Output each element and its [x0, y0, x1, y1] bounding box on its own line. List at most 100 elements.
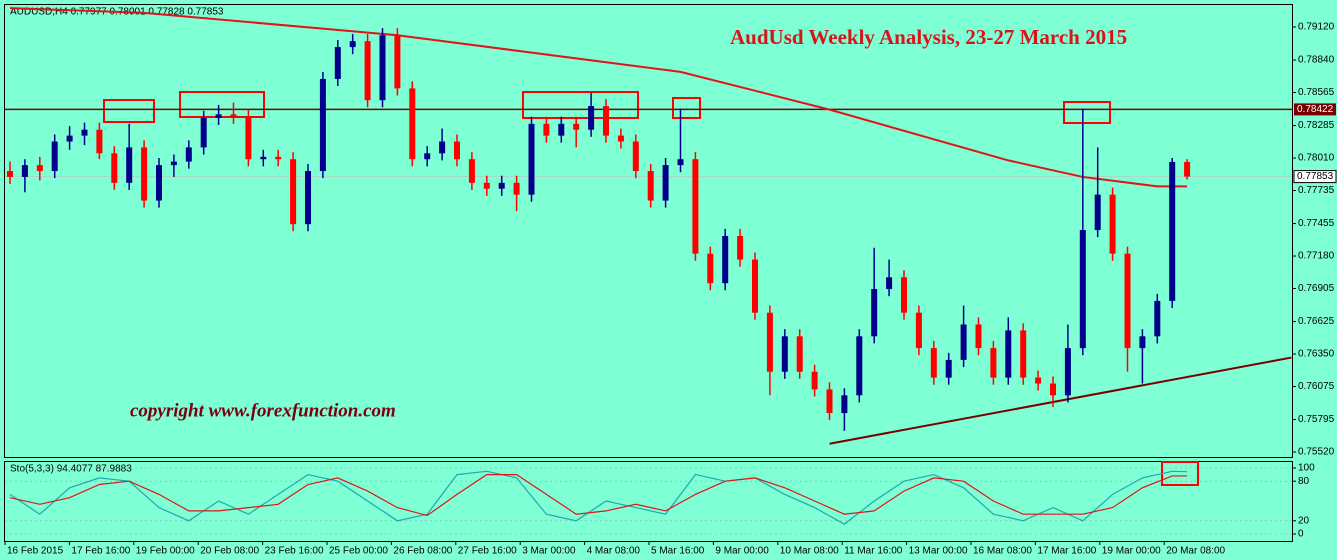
x-tick-label: 4 Mar 08:00: [587, 546, 641, 557]
candle-body: [692, 159, 699, 254]
candle-body: [647, 171, 654, 201]
candle-body: [111, 153, 118, 183]
candle-body: [364, 41, 371, 101]
candle-body: [349, 41, 356, 48]
x-tick-label: 10 Mar 08:00: [780, 546, 839, 557]
x-tick-label: 9 Mar 00:00: [715, 546, 769, 557]
candle-body: [1064, 348, 1071, 396]
candle-body: [528, 123, 535, 195]
candle-body: [439, 141, 446, 154]
candle-body: [617, 135, 624, 142]
candle-body: [170, 161, 177, 166]
candle-body: [1094, 194, 1101, 231]
candle-body: [1035, 377, 1042, 384]
candle-body: [454, 141, 460, 160]
copyright: copyright www.forexfunction.com: [130, 400, 396, 421]
candle-body: [573, 123, 580, 130]
y-tick-label: 0.75520: [1298, 447, 1335, 458]
candle-body: [945, 359, 952, 378]
candle-body: [1109, 194, 1116, 254]
stoch-tick-label: 80: [1298, 476, 1310, 487]
candle-body: [36, 165, 43, 172]
y-tick-label: 0.76625: [1298, 316, 1335, 327]
stoch-tick-label: 100: [1298, 463, 1315, 474]
candle-body: [1124, 253, 1131, 349]
candle-body: [781, 336, 788, 372]
candle-body: [81, 129, 88, 136]
x-tick-label: 19 Mar 00:00: [1102, 546, 1161, 557]
candle-body: [990, 348, 997, 378]
candle-body: [856, 336, 863, 396]
stoch-plot: [5, 467, 1292, 535]
y-tick-label: 0.78010: [1298, 153, 1335, 164]
candle-body: [588, 106, 595, 130]
candle-body: [841, 395, 848, 414]
last-price-tag: [1293, 170, 1337, 184]
candle-body: [468, 159, 475, 183]
stoch-label: Sto(5,3,3) 94.4077 87.9883: [10, 464, 132, 475]
x-tick-label: 23 Feb 16:00: [265, 546, 324, 557]
candle-body: [21, 165, 28, 177]
candle-body: [930, 348, 937, 378]
candle-body: [543, 123, 550, 136]
x-tick-label: 5 Mar 16:00: [651, 546, 705, 557]
y-tick-label: 0.77735: [1298, 185, 1335, 196]
candle-body: [290, 159, 297, 225]
candle-body: [632, 141, 639, 172]
chart-title: AudUsd Weekly Analysis, 23-27 March 2015: [730, 25, 1127, 49]
candle-body: [871, 289, 878, 337]
x-tick-label: 25 Feb 00:00: [329, 546, 388, 557]
candle-body: [409, 88, 416, 160]
x-tick-label: 16 Feb 2015: [7, 546, 64, 557]
x-tick-label: 11 Mar 16:00: [844, 546, 903, 557]
candle-body: [334, 47, 341, 79]
candle-body: [498, 182, 505, 189]
candle-body: [1169, 161, 1176, 301]
candle-body: [513, 182, 520, 195]
x-tick-label: 20 Mar 08:00: [1166, 546, 1225, 557]
y-tick-label: 0.78840: [1298, 55, 1335, 66]
x-tick-label: 19 Feb 00:00: [136, 546, 195, 557]
candle-body: [185, 147, 192, 162]
candle-body: [1079, 230, 1086, 349]
candle-body: [394, 35, 401, 89]
candle-body: [156, 165, 162, 201]
main-frame: [4, 4, 1293, 458]
y-tick-label: 0.76075: [1298, 381, 1335, 392]
candle-body: [215, 114, 222, 118]
x-tick-label: 16 Mar 08:00: [973, 546, 1032, 557]
moving-average: [9, 7, 1188, 188]
candle-body: [1005, 330, 1012, 378]
stoch-tick-label: 0: [1298, 529, 1304, 540]
candle-body: [245, 116, 252, 160]
candle-body: [603, 106, 609, 136]
candle-body: [7, 171, 13, 177]
x-tick-label: 27 Feb 16:00: [458, 546, 517, 557]
candle-body: [886, 277, 893, 290]
x-tick-label: 13 Mar 00:00: [909, 546, 968, 557]
x-tick-label: 3 Mar 00:00: [522, 546, 576, 557]
candle-body: [230, 114, 237, 117]
candle-body: [1139, 336, 1146, 349]
candle-body: [707, 253, 714, 284]
last-price-label: 0.77853: [1297, 171, 1334, 182]
candle-body: [677, 159, 684, 166]
stoch-line: [9, 474, 1188, 517]
y-tick-label: 0.75795: [1298, 414, 1335, 425]
candle-body: [260, 156, 267, 160]
trendline: [829, 356, 1292, 445]
y-tick-label: 0.77455: [1298, 218, 1335, 229]
candle-body: [1020, 330, 1027, 378]
candle-body: [319, 78, 326, 172]
y-tick-label: 0.79120: [1298, 22, 1335, 33]
candle-body: [96, 129, 103, 154]
level-tag: [1294, 103, 1336, 116]
candle-body: [483, 182, 490, 189]
candle-body: [766, 312, 773, 372]
candle-body: [1184, 161, 1191, 177]
y-tick-label: 0.78285: [1298, 120, 1335, 131]
x-tick-label: 26 Feb 08:00: [393, 546, 452, 557]
x-tick-label: 17 Feb 16:00: [71, 546, 130, 557]
